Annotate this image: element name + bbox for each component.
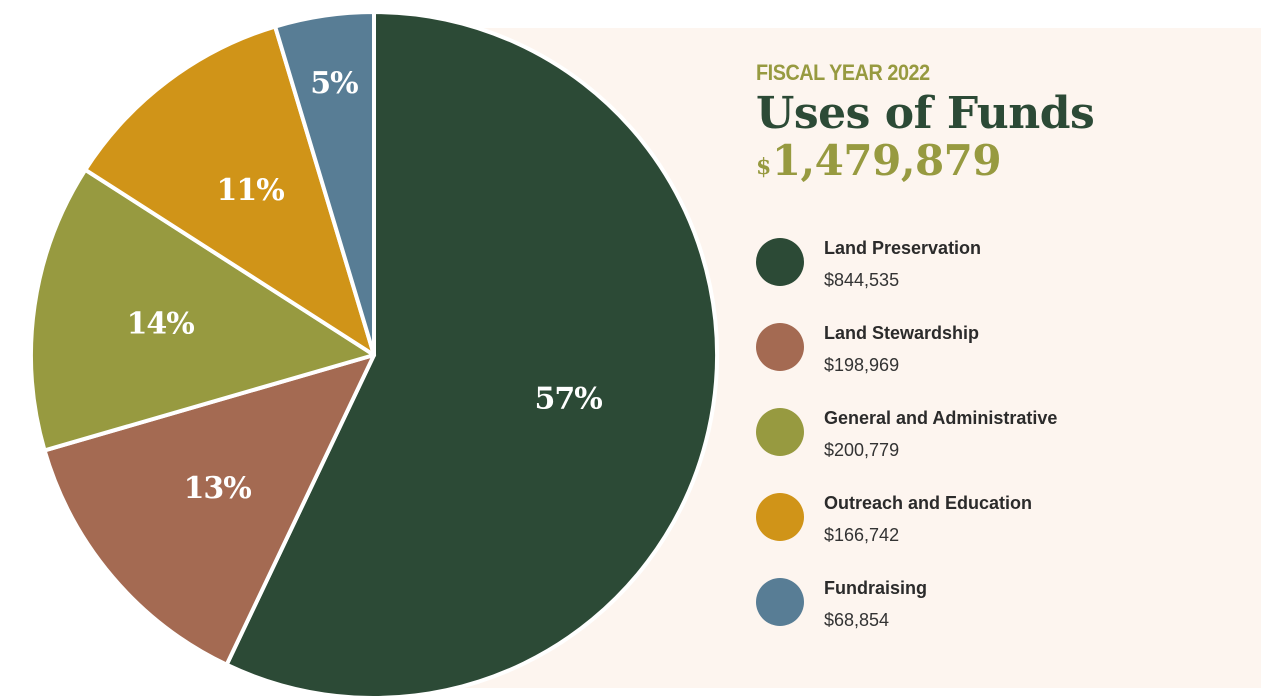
legend-value: $166,742 — [824, 525, 900, 545]
chart-subtitle: FISCAL YEAR 2022 — [756, 60, 930, 85]
slice-percent-label: 57% — [534, 381, 602, 416]
legend-swatch — [756, 493, 804, 541]
legend-swatch — [756, 238, 804, 286]
chart-legend: Land Preservation $844,535 Land Stewards… — [756, 234, 1236, 659]
legend-swatch — [756, 323, 804, 371]
legend-item-land-stewardship: Land Stewardship $198,969 — [756, 319, 1236, 404]
pie-slice-land-preservation — [224, 10, 720, 696]
legend-label: General and Administrative — [824, 408, 1058, 428]
total-currency-symbol: $ — [756, 154, 771, 180]
pie-chart: 57% 13% 14% 11% 5% — [29, 10, 720, 696]
legend-item-fundraising: Fundraising $68,854 — [756, 574, 1236, 659]
legend-value: $844,535 — [824, 270, 900, 290]
slice-percent-label: 13% — [184, 471, 252, 506]
pie-slice-fundraising — [273, 10, 376, 357]
total-value: 1,479,879 — [771, 136, 1002, 185]
chart-header: FISCAL YEAR 2022 Uses of Funds $1,479,87… — [756, 60, 1236, 184]
legend-item-outreach-education: Outreach and Education $166,742 — [756, 489, 1236, 574]
legend-label: Fundraising — [824, 578, 927, 598]
legend-swatch — [756, 408, 804, 456]
legend-swatch — [756, 578, 804, 626]
slice-percent-label: 5% — [310, 66, 358, 101]
legend-label: Land Stewardship — [824, 323, 980, 343]
legend-value: $68,854 — [824, 610, 890, 630]
legend-item-land-preservation: Land Preservation $844,535 — [756, 234, 1236, 319]
legend-value: $200,779 — [824, 440, 900, 460]
total-amount: $1,479,879 — [756, 138, 1236, 184]
legend-value: $198,969 — [824, 355, 900, 375]
pie-slice-outreach-and-education — [83, 24, 376, 357]
legend-item-general-administrative: General and Administrative $200,779 — [756, 404, 1236, 489]
legend-label: Outreach and Education — [824, 493, 1033, 513]
pie-slice-general-and-administrative — [29, 167, 376, 453]
slice-percent-label: 14% — [127, 306, 195, 341]
legend-label: Land Preservation — [824, 238, 982, 258]
slice-percent-label: 11% — [216, 173, 284, 208]
chart-title: Uses of Funds — [756, 88, 1095, 139]
pie-slice-land-stewardship — [42, 353, 376, 667]
